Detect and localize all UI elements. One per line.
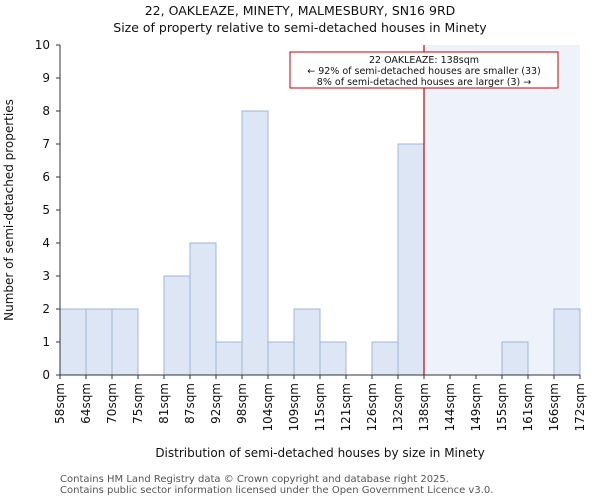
y-tick-9: 9 xyxy=(42,71,50,85)
x-tick-161sqm: 161sqm xyxy=(521,383,535,431)
annotation-box: 22 OAKLEAZE: 138sqm ← 92% of semi-detach… xyxy=(289,51,559,89)
y-tick-7: 7 xyxy=(42,137,50,151)
bar-81sqm xyxy=(163,275,191,376)
x-tick-98sqm: 98sqm xyxy=(235,383,249,424)
y-tick-labels: 0 1 2 3 4 5 6 7 8 9 10 xyxy=(35,38,50,382)
x-tick-144sqm: 144sqm xyxy=(443,383,457,431)
bar-58sqm xyxy=(59,308,87,376)
bar-155sqm xyxy=(501,341,529,376)
y-axis-label: Number of semi-detached properties xyxy=(2,99,16,321)
y-tick-5: 5 xyxy=(42,203,50,217)
annotation-frame xyxy=(289,51,559,89)
x-tick-138sqm: 138sqm xyxy=(417,383,431,431)
x-axis-label: Distribution of semi-detached houses by … xyxy=(155,446,484,460)
bar-87sqm xyxy=(189,242,217,376)
x-tick-labels: 58sqm 64sqm 70sqm 75sqm 81sqm 87sqm 92sqm 98sqm… xyxy=(53,383,587,431)
x-tick-149sqm: 149sqm xyxy=(469,383,483,431)
bar-98sqm xyxy=(241,110,269,376)
bar-104sqm xyxy=(267,341,295,376)
y-tick-3: 3 xyxy=(42,269,50,283)
bars xyxy=(59,110,581,376)
axes xyxy=(56,44,581,379)
bar-166sqm xyxy=(553,308,581,376)
footer-line-2: Contains public sector information licen… xyxy=(60,485,494,496)
x-tick-126sqm: 126sqm xyxy=(365,383,379,431)
x-tick-104sqm: 104sqm xyxy=(261,383,275,431)
x-tick-70sqm: 70sqm xyxy=(105,383,119,424)
x-tick-81sqm: 81sqm xyxy=(157,383,171,424)
x-tick-121sqm: 121sqm xyxy=(339,383,353,431)
x-tick-75sqm: 75sqm xyxy=(131,383,145,424)
chart-subtitle: Size of property relative to semi-detach… xyxy=(113,20,487,35)
footer-line-1: Contains HM Land Registry data © Crown c… xyxy=(60,474,449,485)
y-tick-10: 10 xyxy=(35,38,50,52)
bar-92sqm xyxy=(215,341,243,376)
x-tick-132sqm: 132sqm xyxy=(391,383,405,431)
x-tick-155sqm: 155sqm xyxy=(495,383,509,431)
bar-109sqm xyxy=(293,308,321,376)
annotation-line-2: ← 92% of semi-detached houses are smalle… xyxy=(307,66,541,77)
y-tick-4: 4 xyxy=(42,236,50,250)
bar-126sqm xyxy=(371,341,399,376)
x-tick-166sqm: 166sqm xyxy=(547,383,561,431)
y-tick-6: 6 xyxy=(42,170,50,184)
chart-title: 22, OAKLEAZE, MINETY, MALMESBURY, SN16 9… xyxy=(145,3,456,18)
x-tick-92sqm: 92sqm xyxy=(209,383,223,424)
bar-70sqm xyxy=(111,308,139,376)
annotation-line-3: 8% of semi-detached houses are larger (3… xyxy=(317,77,531,88)
y-tick-8: 8 xyxy=(42,104,50,118)
x-tick-58sqm: 58sqm xyxy=(53,383,67,424)
bar-64sqm xyxy=(85,308,113,376)
annotation-line-1: 22 OAKLEAZE: 138sqm xyxy=(369,55,479,66)
y-tick-1: 1 xyxy=(42,335,50,349)
bar-132sqm xyxy=(397,143,425,376)
bar-115sqm xyxy=(319,341,347,376)
x-tick-172sqm: 172sqm xyxy=(573,383,587,431)
y-tick-0: 0 xyxy=(42,368,50,382)
x-tick-64sqm: 64sqm xyxy=(79,383,93,424)
x-tick-109sqm: 109sqm xyxy=(287,383,301,431)
y-tick-2: 2 xyxy=(42,302,50,316)
x-tick-115sqm: 115sqm xyxy=(313,383,327,431)
x-tick-87sqm: 87sqm xyxy=(183,383,197,424)
